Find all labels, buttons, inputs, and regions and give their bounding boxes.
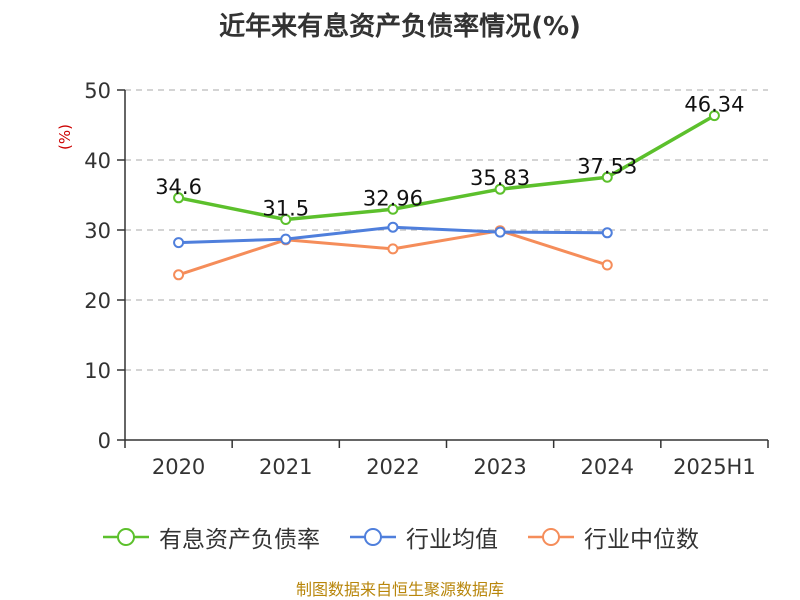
y-tick-label: 0 (98, 429, 111, 453)
x-tick-label: 2021 (259, 455, 312, 479)
x-tick-label: 2023 (473, 455, 526, 479)
data-point (280, 214, 292, 225)
data-point (494, 226, 506, 238)
data-label: 46.34 (684, 93, 744, 117)
data-label: 32.96 (363, 186, 423, 210)
series-line (178, 114, 716, 222)
data-label: 35.83 (470, 166, 530, 190)
legend-item-1[interactable]: 行业均值 (348, 520, 498, 554)
legend-item-0[interactable]: 有息资产负债率 (101, 520, 320, 554)
data-point (387, 203, 399, 215)
data-point (601, 171, 613, 183)
legend-label: 行业中位数 (584, 527, 699, 553)
legend-marker-icon (528, 528, 574, 546)
chart-title: 近年来有息资产负债率情况(%) (219, 12, 581, 42)
y-tick-label: 20 (84, 289, 111, 313)
y-tick-label: 50 (84, 79, 111, 103)
data-point (494, 183, 506, 195)
data-point (601, 259, 613, 271)
source-footer: 制图数据来自恒生聚源数据库 (295, 580, 504, 599)
data-point (387, 221, 399, 233)
y-tick-label: 40 (84, 149, 111, 173)
data-point (387, 243, 399, 255)
data-label: 31.5 (262, 197, 309, 221)
y-tick-label: 10 (84, 359, 111, 383)
data-point (173, 269, 185, 281)
legend: 有息资产负债率 行业均值 行业中位数 (0, 520, 800, 554)
data-label: 34.6 (155, 175, 202, 199)
data-point (173, 192, 185, 204)
x-tick-label: 2024 (581, 455, 634, 479)
data-point (601, 227, 613, 239)
x-tick-label: 2020 (152, 455, 205, 479)
data-point (708, 110, 720, 122)
data-point (280, 233, 292, 245)
x-tick-label: 2022 (366, 455, 419, 479)
legend-item-2[interactable]: 行业中位数 (526, 520, 699, 554)
data-label: 37.53 (577, 154, 637, 178)
legend-label: 行业均值 (406, 527, 498, 553)
x-tick-label: 2025H1 (673, 455, 756, 479)
legend-marker-icon (103, 528, 149, 546)
legend-label: 有息资产负债率 (159, 527, 320, 553)
data-point (173, 237, 185, 249)
y-tick-label: 30 (84, 219, 111, 243)
legend-marker-icon (350, 528, 396, 546)
